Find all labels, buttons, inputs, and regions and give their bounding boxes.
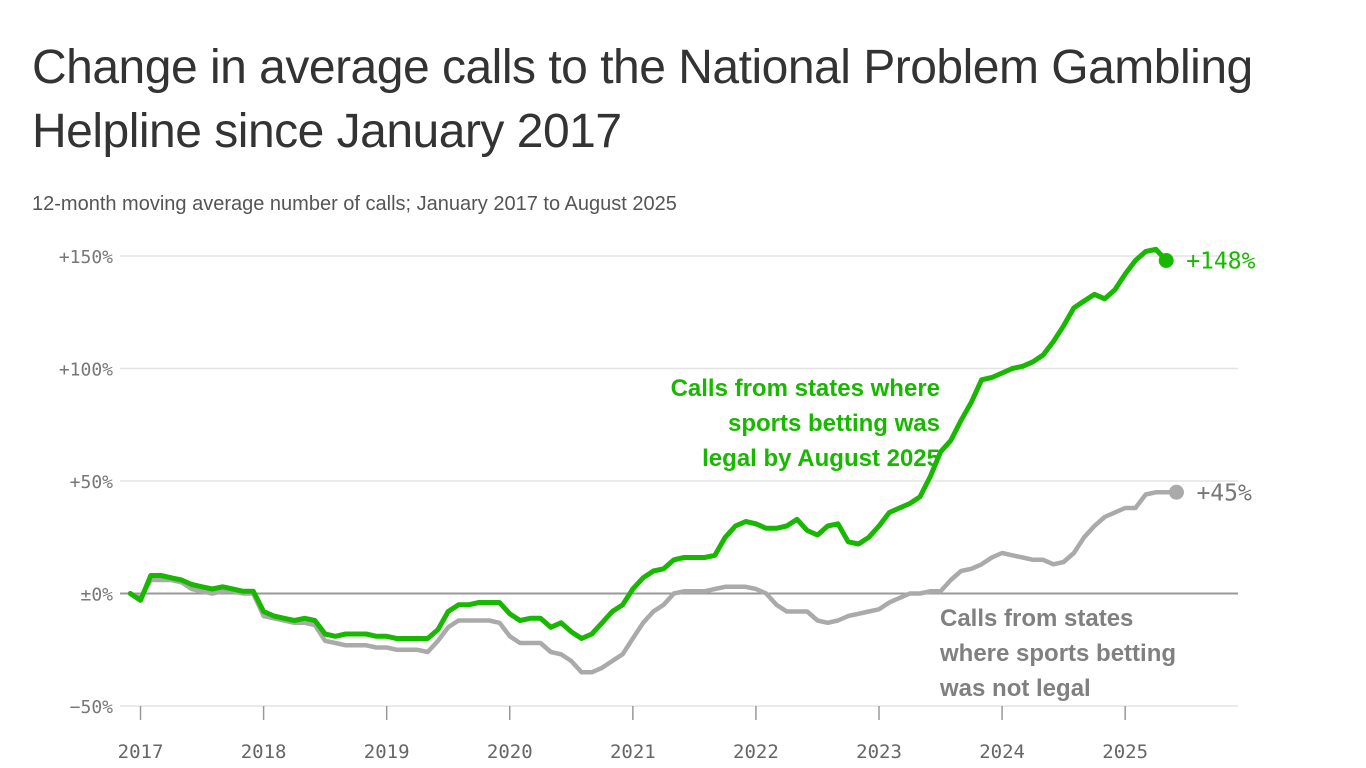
label-layer: +148% +45% Calls from states where sports b… [671,249,1256,703]
y-tick-label: +100% [59,360,113,381]
grid-layer [120,255,1238,707]
x-tick-label: 2020 [487,741,533,763]
y-tick-label: ±0% [80,585,113,606]
y-tick-label: +50% [70,472,114,493]
y-axis: +150% +100% +50% ±0% −50% [59,247,113,718]
x-tick-label: 2023 [856,741,902,763]
series-line-not-legal [128,490,1179,675]
x-tick-label: 2018 [241,741,287,763]
annotation-legal-line: sports betting was [728,410,940,437]
annotation-not-legal-line: was not legal [939,675,1091,702]
series-line-legal [127,246,1169,641]
y-tick-label: −50% [70,697,114,718]
x-tick-label: 2025 [1102,741,1148,763]
annotation-legal-line: legal by August 2025 [702,445,940,472]
series-layer [127,246,1184,675]
x-tick-label: 2021 [610,741,656,763]
annotation-not-legal-line: Calls from states [940,605,1133,632]
page-title: Change in average calls to the National … [32,41,1253,158]
x-tick-label: 2022 [733,741,779,763]
x-tick-label: 2019 [364,741,410,763]
end-point-not-legal [1168,484,1184,500]
end-point-legal [1158,253,1174,268]
annotation-legal-line: Calls from states where [671,375,940,402]
chart-subtitle: 12-month moving average number of calls;… [32,193,677,215]
x-tick-label: 2024 [979,741,1025,763]
x-axis: 2017 2018 2019 2020 2021 2022 2023 2024 2025 [118,706,1148,763]
end-label-legal: +148% [1186,249,1255,275]
end-label-not-legal: +45% [1196,480,1252,506]
x-tick-label: 2017 [118,741,164,763]
annotation-not-legal-line: where sports betting [939,640,1176,667]
y-tick-label: +150% [59,247,113,268]
